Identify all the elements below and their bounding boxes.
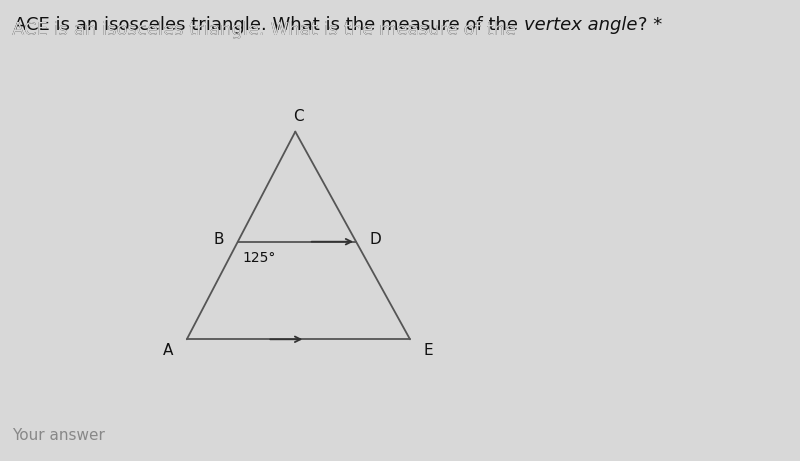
Text: E: E — [424, 343, 434, 358]
Text: ACE is an isosceles triangle. What is the measure of the: ACE is an isosceles triangle. What is th… — [12, 21, 583, 39]
Text: Your answer: Your answer — [12, 428, 105, 443]
Text: B: B — [214, 232, 224, 248]
Text: C: C — [293, 109, 304, 124]
Text: A: A — [162, 343, 173, 358]
Text: ACE is an isosceles triangle. What is the measure of the: ACE is an isosceles triangle. What is th… — [14, 16, 524, 34]
Text: 125°: 125° — [242, 251, 276, 265]
Text: ACE is an isosceles triangle. What is the measure of the: ACE is an isosceles triangle. What is th… — [12, 21, 522, 39]
Text: D: D — [370, 232, 382, 248]
Text: ? *: ? * — [638, 16, 662, 34]
Text: vertex angle: vertex angle — [524, 16, 638, 34]
